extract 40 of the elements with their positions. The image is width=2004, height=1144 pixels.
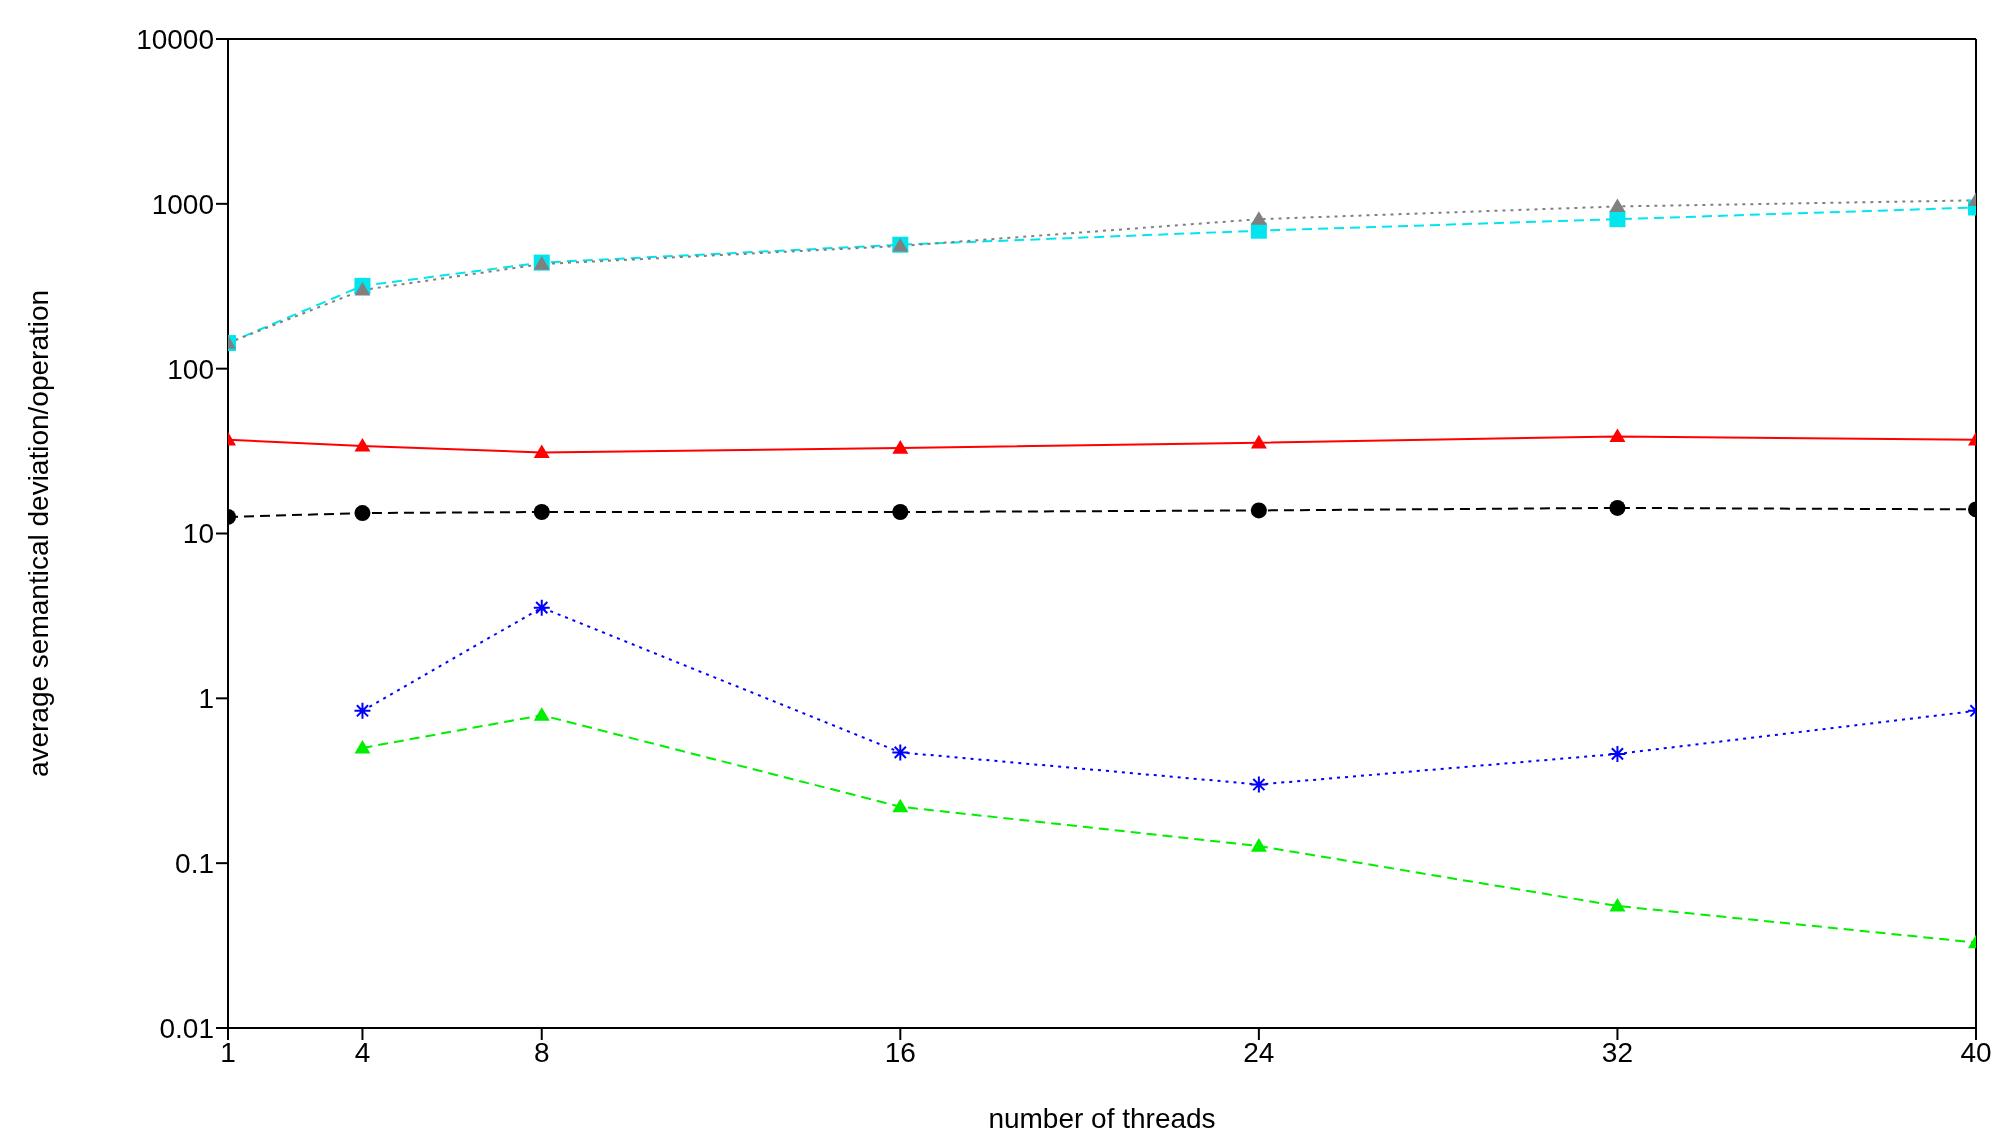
point bbox=[1609, 428, 1626, 443]
point bbox=[1250, 502, 1267, 519]
point bbox=[1608, 744, 1627, 763]
point bbox=[1609, 211, 1626, 228]
y-tick-label: 0.1 bbox=[175, 848, 214, 880]
x-tick-label: 24 bbox=[1243, 1036, 1275, 1068]
point bbox=[891, 743, 910, 762]
x-tick-label: 8 bbox=[533, 1036, 550, 1068]
y-tick-label: 10 bbox=[182, 518, 214, 550]
y-tick-label: 10000 bbox=[136, 23, 214, 55]
point bbox=[533, 444, 550, 459]
x-tick-label: 32 bbox=[1601, 1036, 1634, 1068]
point bbox=[1250, 838, 1267, 852]
y-tick-label: 100 bbox=[167, 353, 214, 385]
y-tick-label: 1000 bbox=[151, 188, 214, 220]
point bbox=[1609, 897, 1626, 912]
point bbox=[892, 798, 909, 813]
x-tick-label: 16 bbox=[884, 1036, 916, 1068]
y-tick-label: 1 bbox=[198, 683, 214, 715]
x-tick-label: 40 bbox=[1960, 1036, 1992, 1068]
point bbox=[1609, 198, 1626, 213]
point bbox=[1609, 499, 1626, 516]
point bbox=[892, 440, 909, 454]
y-axis-title: average semantical deviation/operation bbox=[22, 289, 54, 778]
point bbox=[354, 437, 371, 452]
point bbox=[1249, 775, 1268, 794]
point bbox=[354, 505, 371, 522]
y-tick-label: 0.01 bbox=[159, 1012, 214, 1044]
point bbox=[353, 701, 372, 720]
point bbox=[354, 739, 371, 754]
point bbox=[533, 707, 550, 721]
point bbox=[533, 504, 550, 521]
x-axis-title: number of threads bbox=[988, 1103, 1216, 1134]
point bbox=[532, 598, 551, 617]
point bbox=[1250, 211, 1267, 225]
x-tick-label: 1 bbox=[220, 1036, 236, 1068]
point bbox=[1250, 434, 1267, 449]
x-tick-label: 4 bbox=[354, 1036, 371, 1068]
point bbox=[354, 282, 371, 296]
point bbox=[892, 504, 909, 521]
